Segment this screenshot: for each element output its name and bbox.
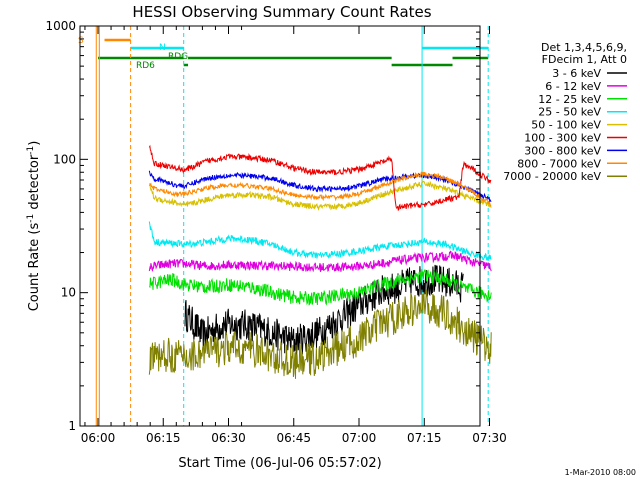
legend-label-7: 800 - 7000 keV <box>517 157 601 170</box>
legend-label-8: 7000 - 20000 keV <box>503 170 601 183</box>
series-line-0 <box>184 264 464 355</box>
legend-label-1: 6 - 12 keV <box>545 80 601 93</box>
flag-label-s: S <box>78 36 84 46</box>
series-line-4 <box>149 179 492 212</box>
flag-label-n: N <box>159 43 166 53</box>
marker-lines <box>95 26 489 426</box>
flag-label-rd6: RD6 <box>136 61 155 71</box>
legend-label-2: 12 - 25 keV <box>538 93 601 106</box>
y-tick-label-1: 10 <box>61 286 76 300</box>
series-line-1 <box>148 250 492 273</box>
legend-label-3: 25 - 50 keV <box>538 106 601 119</box>
footer-date: 1-Mar-2010 08:00 <box>565 468 636 477</box>
x-tick-label-3: 06:45 <box>276 431 311 445</box>
y-label-main: Count Rate (s <box>27 223 42 312</box>
y-label-sup-2: -1 <box>26 146 36 155</box>
y-tick-label-0: 1 <box>68 419 76 433</box>
legend-header-0: Det 1,3,4,5,6,9, <box>541 41 627 54</box>
x-tick-label-0: 06:00 <box>81 431 116 445</box>
y-axis-label: Count Rate (s-1 detector-1) <box>26 141 42 312</box>
series-line-8 <box>148 289 492 379</box>
legend-label-6: 300 - 800 keV <box>524 144 601 157</box>
y-tick-label-3: 1000 <box>45 19 76 33</box>
plot-frame <box>79 25 481 427</box>
y-tick-label-2: 100 <box>53 152 76 166</box>
y-label-end: ) <box>27 141 42 146</box>
y-label-sup-1: -1 <box>26 214 36 223</box>
x-axis-label: Start Time (06-Jul-06 05:57:02) <box>178 456 381 471</box>
legend-header-1: FDecim 1, Att 0 <box>542 53 627 66</box>
flag-label-rdg: RDG <box>168 52 188 62</box>
series-line-3 <box>148 221 492 262</box>
legend-label-5: 100 - 300 keV <box>524 132 601 145</box>
x-tick-label-6: 07:30 <box>472 431 507 445</box>
axis-ticks: 06:00 06:15 06:30 06:45 07:00 07:15 07:30 1 10 10… <box>45 19 506 445</box>
legend: Det 1,3,4,5,6,9,FDecim 1, Att 03 - 6 keV… <box>503 41 627 183</box>
x-tick-label-4: 07:00 <box>342 431 377 445</box>
legend-label-4: 50 - 100 keV <box>531 119 601 132</box>
data-series <box>148 144 492 379</box>
x-tick-label-1: 06:15 <box>146 431 181 445</box>
x-tick-label-5: 07:15 <box>407 431 442 445</box>
y-label-mid: detector <box>27 154 42 214</box>
chart-title: HESSI Observing Summary Count Rates <box>132 3 431 21</box>
series-line-7 <box>148 171 492 207</box>
series-line-5 <box>148 144 492 212</box>
series-line-2 <box>148 268 492 306</box>
legend-label-0: 3 - 6 keV <box>552 67 601 80</box>
x-tick-label-2: 06:30 <box>211 431 246 445</box>
